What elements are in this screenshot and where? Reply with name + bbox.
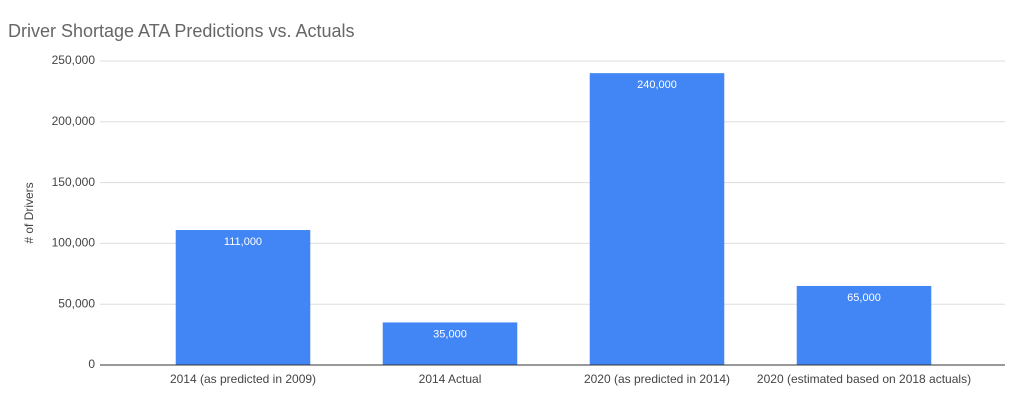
y-tick-label: 50,000 [58, 296, 95, 310]
bar [589, 73, 725, 365]
y-axis-label: # of Drivers [22, 182, 36, 243]
chart-title: Driver Shortage ATA Predictions vs. Actu… [8, 21, 354, 41]
y-tick-label: 0 [88, 357, 95, 371]
y-tick-label: 200,000 [52, 114, 96, 128]
data-label: 240,000 [637, 79, 677, 91]
y-tick-label: 100,000 [52, 236, 96, 250]
data-label: 35,000 [433, 328, 467, 340]
x-tick-label: 2020 (estimated based on 2018 actuals) [757, 372, 971, 386]
bar [382, 322, 518, 365]
data-label: 65,000 [847, 292, 881, 304]
y-tick-label: 250,000 [52, 53, 96, 67]
y-tick-label: 150,000 [52, 175, 96, 189]
data-label: 111,000 [224, 236, 262, 248]
x-tick-label: 2020 (as predicted in 2014) [584, 372, 730, 386]
bar [796, 285, 932, 365]
x-tick-label: 2014 (as predicted in 2009) [170, 372, 316, 386]
bar [175, 230, 311, 365]
x-tick-label: 2014 Actual [419, 372, 482, 386]
